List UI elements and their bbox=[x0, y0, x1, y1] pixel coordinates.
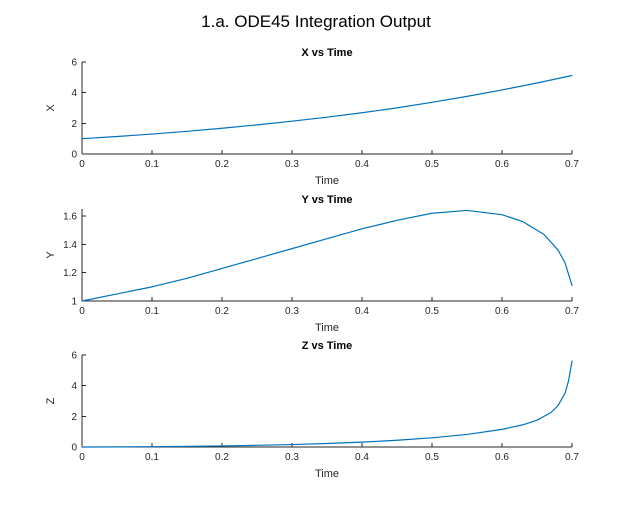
y-x-tick-label: 0.7 bbox=[565, 306, 579, 317]
x-x-tick-label: 0.2 bbox=[215, 159, 229, 170]
x-x-tick-label: 0 bbox=[79, 159, 85, 170]
y-x-tick-label: 0 bbox=[79, 306, 85, 317]
y-x-tick-label: 0.4 bbox=[355, 306, 369, 317]
z-y-tick-label: 6 bbox=[71, 351, 77, 362]
y-x-tick-label: 0.2 bbox=[215, 306, 229, 317]
x-x-tick-label: 0.3 bbox=[285, 159, 299, 170]
y-x-tick-label: 0.3 bbox=[285, 306, 299, 317]
z-y-tick-label: 0 bbox=[71, 443, 77, 454]
z-x-tick-label: 0.3 bbox=[285, 452, 299, 463]
z-y-tick-label: 4 bbox=[71, 381, 77, 392]
z-x-tick-label: 0 bbox=[79, 452, 85, 463]
x-y-tick-label: 6 bbox=[71, 58, 77, 69]
y-series-line bbox=[81, 209, 573, 302]
y-subplot-title: Y vs Time bbox=[302, 194, 353, 206]
y-y-tick-label: 1.6 bbox=[63, 212, 77, 223]
z-y-tick-label: 2 bbox=[71, 412, 77, 423]
z-x-axis-label: Time bbox=[315, 468, 339, 480]
x-x-tick-label: 0.1 bbox=[145, 159, 159, 170]
z-x-tick-label: 0.4 bbox=[355, 452, 369, 463]
y-x-axis-label: Time bbox=[315, 322, 339, 334]
x-x-tick-label: 0.5 bbox=[425, 159, 439, 170]
y-y-axis-label: Y bbox=[45, 251, 57, 259]
y-x-tick-label: 0.5 bbox=[425, 306, 439, 317]
z-x-tick-label: 0.1 bbox=[145, 452, 159, 463]
y-y-tick-label: 1 bbox=[71, 297, 77, 308]
z-x-tick-label: 0.2 bbox=[215, 452, 229, 463]
x-series-line bbox=[81, 74, 573, 140]
figure-title: 1.a. ODE45 Integration Output bbox=[201, 12, 431, 31]
z-subplot: Z vs Time 0 0.1 0.2 0.3 0.4 0.5 0.6 0.7 0 2 4 6 Time Z bbox=[45, 340, 579, 480]
y-x-tick-label: 0.6 bbox=[495, 306, 509, 317]
x-x-tick-label: 0.4 bbox=[355, 159, 369, 170]
z-x-tick-label: 0.5 bbox=[425, 452, 439, 463]
z-y-axis-label: Z bbox=[45, 397, 57, 404]
x-y-tick-label: 4 bbox=[71, 88, 77, 99]
y-subplot: Y vs Time 0 0.1 0.2 0.3 0.4 0.5 0.6 0.7 1 1.2 1.4 1.… bbox=[45, 194, 579, 334]
y-y-tick-label: 1.4 bbox=[63, 240, 77, 251]
y-y-tick-label: 1.2 bbox=[63, 268, 77, 279]
x-x-tick-label: 0.6 bbox=[495, 159, 509, 170]
z-series-line bbox=[81, 360, 573, 448]
z-x-tick-label: 0.6 bbox=[495, 452, 509, 463]
x-x-tick-label: 0.7 bbox=[565, 159, 579, 170]
z-x-tick-label: 0.7 bbox=[565, 452, 579, 463]
x-x-axis-label: Time bbox=[315, 175, 339, 187]
x-y-tick-label: 2 bbox=[71, 119, 77, 130]
x-subplot-title: X vs Time bbox=[301, 47, 352, 59]
x-y-axis-label: X bbox=[45, 104, 57, 112]
x-y-tick-label: 0 bbox=[71, 150, 77, 161]
x-subplot: X vs Time 0 0.1 0.2 0.3 0.4 0.5 0.6 0.7 0 2 4 6 Time X bbox=[45, 47, 579, 187]
z-subplot-title: Z vs Time bbox=[302, 340, 353, 352]
y-x-tick-label: 0.1 bbox=[145, 306, 159, 317]
